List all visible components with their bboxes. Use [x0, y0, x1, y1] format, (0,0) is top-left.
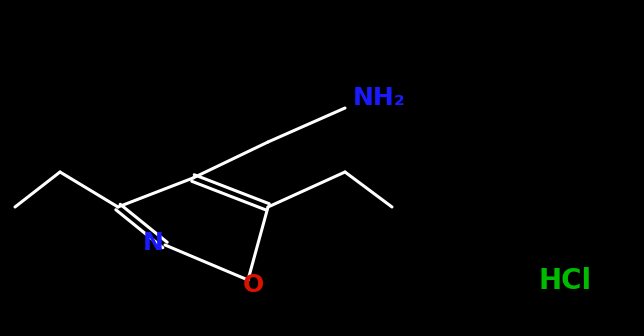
Text: O: O	[242, 273, 263, 297]
Text: NH₂: NH₂	[353, 86, 406, 110]
Text: N: N	[142, 231, 164, 255]
Text: HCl: HCl	[538, 267, 592, 295]
